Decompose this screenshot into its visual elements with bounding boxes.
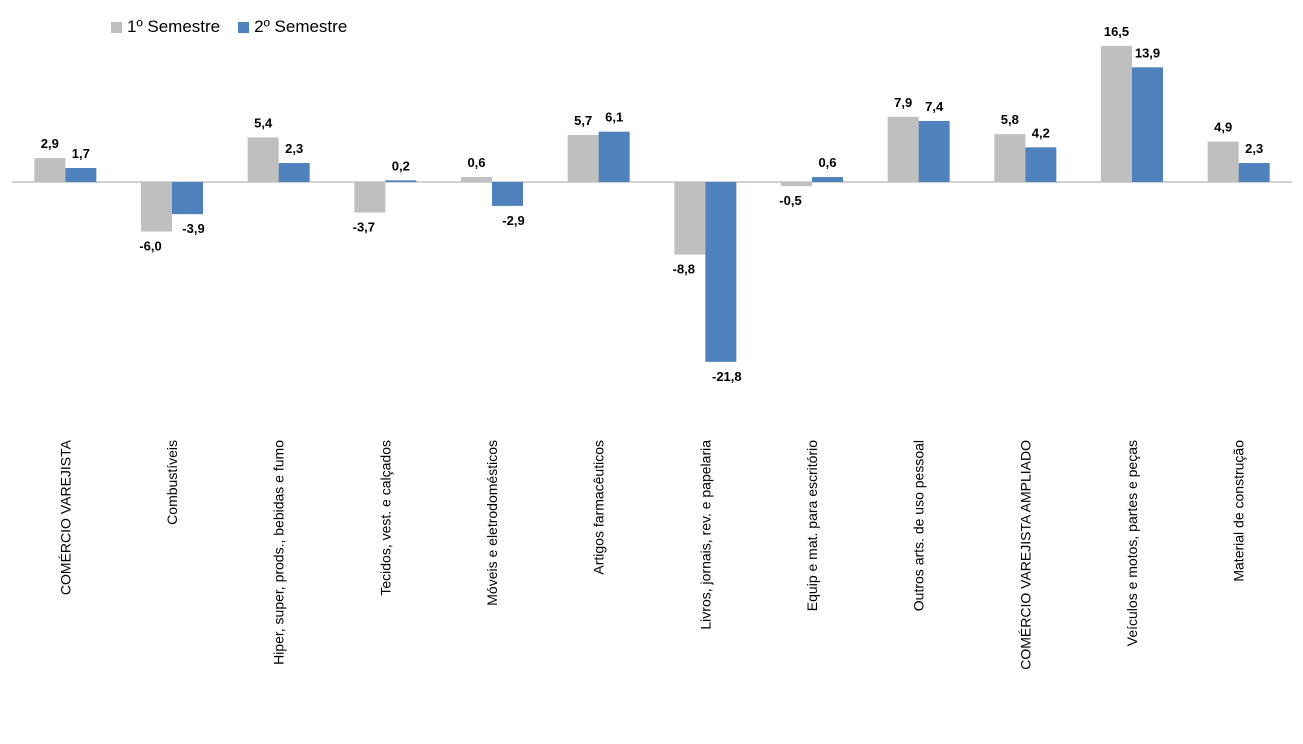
- category-label-12: Material de construção: [1231, 440, 1247, 582]
- bar-series-1-cat-4: [354, 182, 386, 213]
- bar-series-2-cat-9: [918, 120, 950, 182]
- data-label-series-2-cat-12: 2,3: [1245, 141, 1263, 156]
- data-label-series-1-cat-6: 5,7: [574, 113, 592, 128]
- bar-series-1-cat-12: [1207, 141, 1239, 182]
- data-label-series-1-cat-2: -6,0: [139, 239, 161, 254]
- category-label-8: Equip e mat. para escritório: [804, 440, 820, 611]
- data-label-series-2-cat-5: -2,9: [502, 213, 524, 228]
- category-label-11: Veículos e motos, partes e peças: [1124, 440, 1140, 646]
- category-label-4: Tecidos, vest. e calçados: [377, 440, 393, 596]
- category-label-7: Livros, jornais, rev. e papelaria: [697, 440, 713, 630]
- category-label-5: Móveis e eletrodomésticos: [484, 440, 500, 606]
- category-label-9: Outros arts. de uso pessoal: [911, 440, 927, 611]
- bar-series-2-cat-5: [492, 182, 523, 206]
- bar-series-2-cat-4: [385, 180, 417, 182]
- category-label-1: COMÉRCIO VAREJISTA: [57, 439, 73, 595]
- bar-series-2-cat-7: [705, 182, 737, 362]
- data-label-series-2-cat-8: 0,6: [818, 155, 836, 170]
- data-label-series-1-cat-1: 2,9: [41, 136, 59, 151]
- data-label-series-2-cat-4: 0,2: [392, 158, 410, 173]
- data-label-series-2-cat-9: 7,4: [925, 99, 944, 114]
- data-label-series-1-cat-4: -3,7: [353, 220, 375, 235]
- bar-series-2-cat-2: [172, 182, 203, 215]
- data-label-series-2-cat-11: 13,9: [1135, 45, 1160, 60]
- bar-series-2-cat-3: [278, 163, 310, 182]
- data-label-series-1-cat-10: 5,8: [1001, 112, 1019, 127]
- legend-item-series-2: 2º Semestre: [238, 17, 347, 37]
- bar-series-2-cat-12: [1238, 163, 1270, 182]
- data-label-series-1-cat-3: 5,4: [254, 115, 273, 130]
- legend: 1º Semestre 2º Semestre: [111, 17, 365, 37]
- data-label-series-1-cat-11: 16,5: [1104, 24, 1129, 39]
- data-label-series-1-cat-5: 0,6: [467, 155, 485, 170]
- bar-series-1-cat-11: [1101, 45, 1132, 182]
- data-label-series-2-cat-2: -3,9: [182, 221, 204, 236]
- category-label-2: Combustíveis: [164, 440, 180, 525]
- category-label-10: COMÉRCIO VAREJISTA AMPLIADO: [1017, 440, 1033, 670]
- bar-series-1-cat-6: [567, 134, 599, 182]
- bar-series-2-cat-1: [65, 167, 97, 182]
- category-label-6: Artigos farmacêuticos: [591, 440, 607, 575]
- data-label-series-2-cat-3: 2,3: [285, 141, 303, 156]
- bar-series-1-cat-1: [34, 158, 66, 182]
- bar-series-2-cat-8: [812, 177, 843, 182]
- category-label-3: Hiper, super, prods., bebidas e fumo: [271, 440, 287, 665]
- bar-series-2-cat-6: [598, 131, 630, 182]
- bar-series-1-cat-5: [461, 177, 492, 182]
- legend-item-series-1: 1º Semestre: [111, 17, 220, 37]
- legend-label-series-2: 2º Semestre: [254, 17, 348, 36]
- data-label-series-1-cat-8: -0,5: [779, 193, 801, 208]
- data-label-series-2-cat-1: 1,7: [72, 146, 90, 161]
- bar-series-1-cat-9: [887, 116, 919, 182]
- data-label-series-2-cat-7: -21,8: [712, 369, 742, 384]
- bar-series-1-cat-7: [674, 182, 706, 255]
- bar-series-1-cat-8: [781, 182, 812, 187]
- data-label-series-2-cat-10: 4,2: [1032, 125, 1050, 140]
- legend-swatch-series-2: [238, 21, 250, 33]
- data-label-series-2-cat-6: 6,1: [605, 110, 623, 125]
- bar-series-1-cat-2: [141, 182, 172, 232]
- bar-series-1-cat-10: [994, 134, 1026, 182]
- legend-swatch-series-1: [111, 21, 122, 33]
- bar-series-1-cat-3: [247, 137, 279, 182]
- bar-series-2-cat-10: [1025, 147, 1057, 182]
- bar-series-2-cat-11: [1132, 67, 1163, 182]
- legend-label-series-1: 1º Semestre: [127, 17, 221, 36]
- data-label-series-1-cat-9: 7,9: [894, 95, 912, 110]
- data-label-series-1-cat-12: 4,9: [1214, 120, 1232, 135]
- data-label-series-1-cat-7: -8,8: [673, 262, 695, 277]
